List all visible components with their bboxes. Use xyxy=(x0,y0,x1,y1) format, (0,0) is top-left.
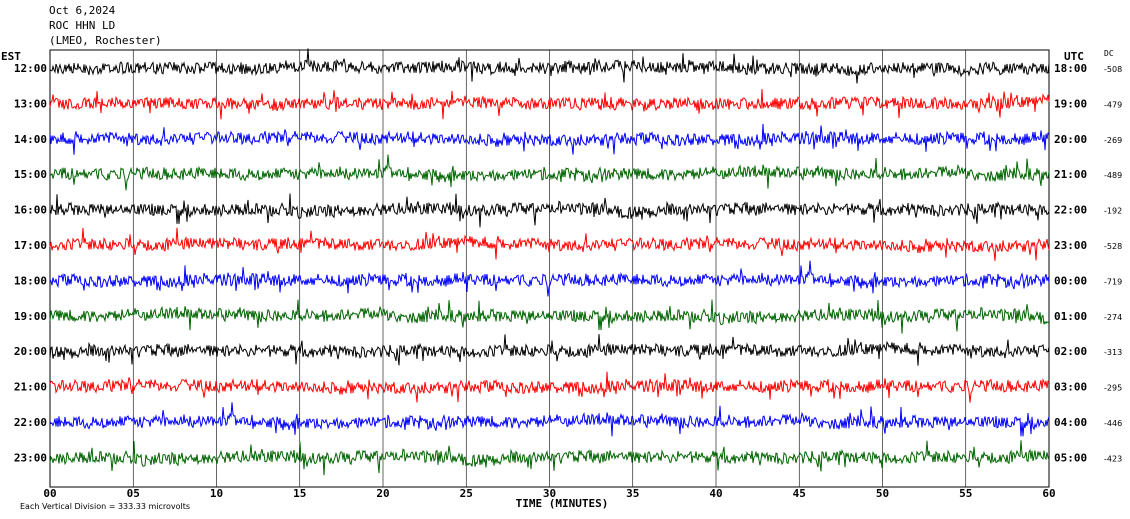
x-tick-label: 15 xyxy=(293,487,306,500)
station-label: ROC HHN LD xyxy=(49,19,116,32)
utc-time-label: 21:00 xyxy=(1054,168,1087,181)
dc-offset-label: -295 xyxy=(1104,384,1122,393)
trace-row-6 xyxy=(49,227,1050,261)
est-time-label: 18:00 xyxy=(14,274,47,287)
est-time-label: 14:00 xyxy=(14,133,47,146)
trace-row-7 xyxy=(49,260,1050,297)
utc-time-label: 00:00 xyxy=(1054,274,1087,287)
trace-row-2 xyxy=(49,89,1050,120)
x-tick-label: 55 xyxy=(959,487,972,500)
est-time-label: 19:00 xyxy=(14,310,47,323)
trace-row-5 xyxy=(49,193,1050,228)
est-time-label: 17:00 xyxy=(14,239,47,252)
dc-offset-label: -508 xyxy=(1104,65,1122,74)
dc-offset-label: -479 xyxy=(1104,100,1122,109)
utc-time-label: 05:00 xyxy=(1054,451,1087,464)
trace-row-11 xyxy=(49,402,1050,437)
x-tick-label: 40 xyxy=(709,487,722,500)
dc-offset-label: -192 xyxy=(1104,207,1122,216)
x-tick-label: 45 xyxy=(793,487,806,500)
x-tick-label: 35 xyxy=(626,487,639,500)
utc-time-label: 02:00 xyxy=(1054,345,1087,358)
utc-time-label: 03:00 xyxy=(1054,381,1087,394)
utc-time-label: 18:00 xyxy=(1054,62,1087,75)
x-tick-label: 05 xyxy=(127,487,140,500)
date-label: Oct 6,2024 xyxy=(49,4,116,17)
trace-row-12 xyxy=(49,440,1050,476)
trace-row-10 xyxy=(49,371,1050,403)
x-tick-label: 00 xyxy=(43,487,56,500)
dc-offset-label: -528 xyxy=(1104,242,1122,251)
dc-offset-label: -446 xyxy=(1104,419,1122,428)
utc-time-label: 04:00 xyxy=(1054,416,1087,429)
x-tick-label: 50 xyxy=(876,487,889,500)
trace-row-3 xyxy=(49,123,1050,155)
right-timezone-label: UTC xyxy=(1064,50,1084,63)
est-time-label: 12:00 xyxy=(14,62,47,75)
x-axis-title: TIME (MINUTES) xyxy=(516,497,609,510)
x-tick-label: 30 xyxy=(543,487,556,500)
est-time-label: 20:00 xyxy=(14,345,47,358)
dc-label: DC xyxy=(1104,49,1114,58)
location-label: (LMEO, Rochester) xyxy=(49,34,162,47)
x-tick-label: 20 xyxy=(376,487,389,500)
trace-row-8 xyxy=(49,299,1050,334)
utc-time-label: 22:00 xyxy=(1054,204,1087,217)
est-time-label: 21:00 xyxy=(14,381,47,394)
dc-offset-label: -274 xyxy=(1104,313,1122,322)
x-tick-label: 60 xyxy=(1042,487,1055,500)
x-tick-label: 25 xyxy=(460,487,473,500)
est-time-label: 23:00 xyxy=(14,451,47,464)
scale-note: Each Vertical Division = 333.33 microvol… xyxy=(20,502,190,511)
seismic-traces xyxy=(49,48,1050,476)
est-time-label: 15:00 xyxy=(14,168,47,181)
dc-offset-label: -313 xyxy=(1104,348,1122,357)
dc-offset-label: -423 xyxy=(1104,454,1122,463)
x-tick-label: 10 xyxy=(210,487,223,500)
left-timezone-label: EST xyxy=(1,50,21,63)
trace-row-9 xyxy=(49,334,1050,366)
dc-offset-label: -269 xyxy=(1104,136,1122,145)
utc-time-label: 01:00 xyxy=(1054,310,1087,323)
utc-time-label: 19:00 xyxy=(1054,97,1087,110)
dc-offset-label: -489 xyxy=(1104,171,1122,180)
utc-time-label: 23:00 xyxy=(1054,239,1087,252)
axis-labels: 00 05 10 15 20 25 30 35 40 45 50 55 60 12:00 18:00 -508… xyxy=(14,62,1122,500)
utc-time-label: 20:00 xyxy=(1054,133,1087,146)
trace-row-1 xyxy=(49,48,1050,84)
dc-offset-label: -719 xyxy=(1104,277,1122,286)
trace-row-4 xyxy=(49,154,1050,191)
minute-gridlines xyxy=(132,50,967,487)
est-time-label: 16:00 xyxy=(14,204,47,217)
est-time-label: 13:00 xyxy=(14,97,47,110)
est-time-label: 22:00 xyxy=(14,416,47,429)
